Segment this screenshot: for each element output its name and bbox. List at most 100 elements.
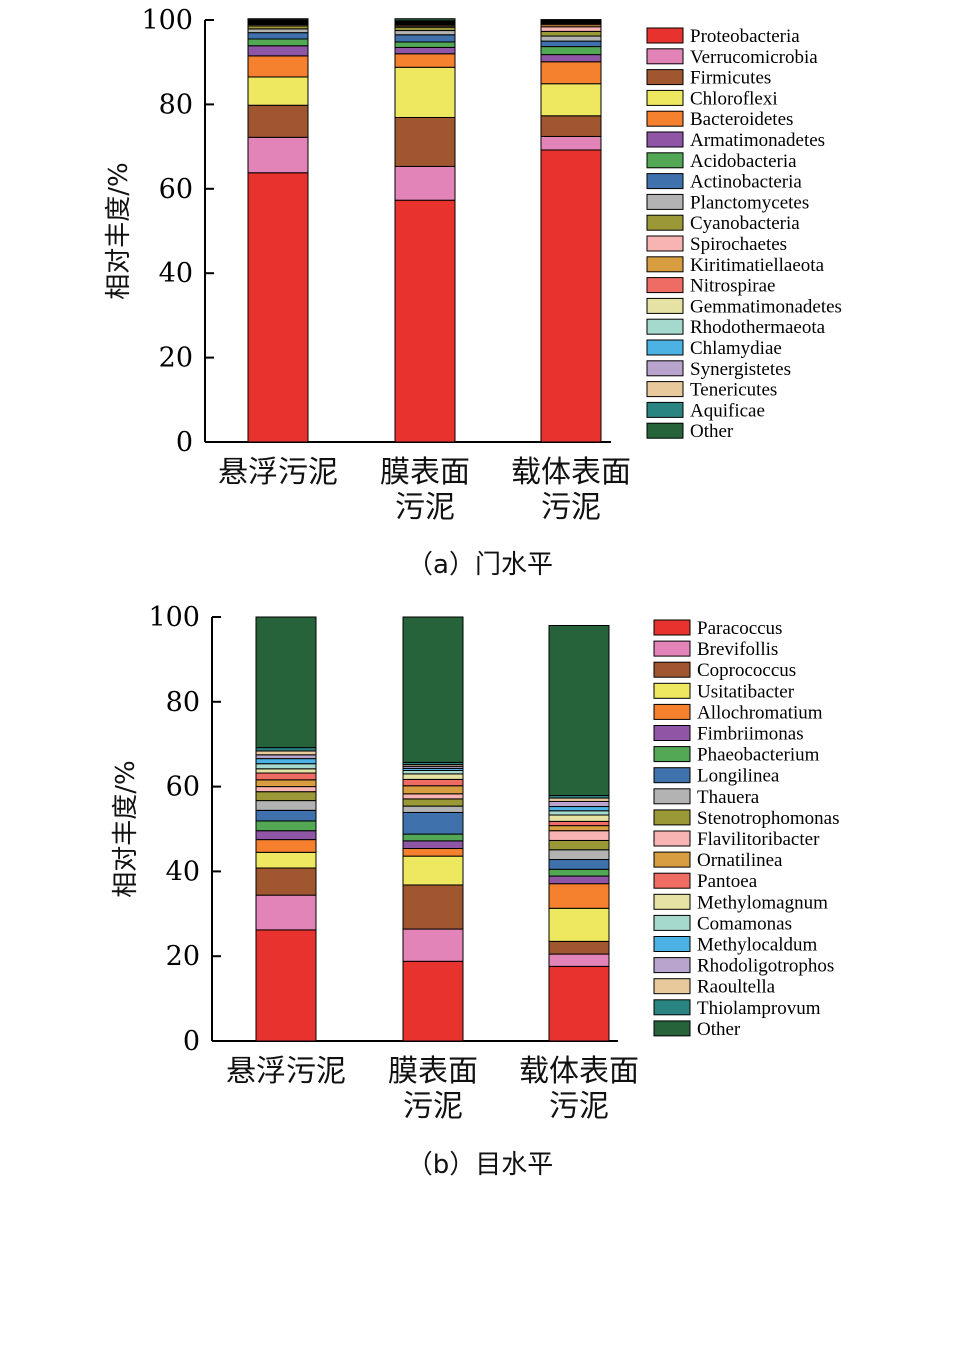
bar-segment <box>402 778 464 787</box>
legend-swatch <box>653 619 691 636</box>
bar-segment <box>540 115 602 137</box>
legend-swatch <box>653 809 691 826</box>
legend-label: Stenotrophomonas <box>697 808 840 829</box>
legend-label: Flavilitoribacter <box>697 829 820 850</box>
legend-swatch <box>646 360 684 377</box>
bar-segment <box>540 19 602 21</box>
bar-segment <box>548 820 610 827</box>
bar-segment <box>402 616 464 763</box>
bar-segment <box>402 855 464 886</box>
bar-segment <box>540 149 602 443</box>
x-category-label: 污泥 <box>549 1089 609 1124</box>
bar-segment <box>540 46 602 56</box>
legend-swatch <box>653 914 691 931</box>
y-tick-label: 60 <box>159 174 193 205</box>
x-category-label: 污泥 <box>541 490 601 525</box>
bar-segment <box>548 875 610 885</box>
y-tick-label: 40 <box>159 258 193 289</box>
bar-segment <box>402 833 464 842</box>
bar-segment <box>255 800 317 811</box>
legend-swatch <box>646 318 684 335</box>
bar-segment <box>402 793 464 800</box>
legend-label: Rhodothermaeota <box>690 317 826 338</box>
bar-segment <box>402 785 464 795</box>
bar-segment <box>394 46 456 55</box>
x-category-label: 膜表面 <box>380 455 470 490</box>
bar-segment <box>540 54 602 63</box>
legend-swatch <box>653 661 691 678</box>
legend-swatch <box>646 131 684 148</box>
bar-segment <box>394 26 456 32</box>
bar-segment <box>540 83 602 117</box>
bar-segment <box>255 747 317 752</box>
legend-swatch <box>646 152 684 169</box>
legend-label: Kiritimatiellaeota <box>690 255 825 276</box>
legend-label: Synergistetes <box>690 359 791 380</box>
legend-label: Tenericutes <box>690 380 777 401</box>
bar-segment <box>255 791 317 802</box>
bar-segment <box>402 928 464 962</box>
legend-label: Longilinea <box>697 766 780 787</box>
legend-swatch <box>646 48 684 65</box>
legend-swatch <box>653 1020 691 1037</box>
bar-segment <box>394 116 456 167</box>
legend-label: Paracoccus <box>697 618 782 639</box>
bar-segment <box>548 806 610 812</box>
bar-segment <box>255 851 317 869</box>
legend-label: Verrucomicrobia <box>690 47 818 68</box>
bar-segment <box>255 754 317 760</box>
legend-swatch <box>646 193 684 210</box>
legend-label: Other <box>690 421 734 442</box>
bar-segment <box>394 199 456 443</box>
legend-label: Gemmatimonadetes <box>690 296 842 317</box>
bar-segment <box>540 40 602 48</box>
y-tick-label: 20 <box>166 941 200 972</box>
legend-label: Methylocaldum <box>697 935 818 956</box>
bar-segment <box>255 772 317 781</box>
bar-segment <box>394 53 456 68</box>
bar-segment <box>394 18 456 22</box>
bar-segment <box>394 34 456 43</box>
bar-segment <box>255 839 317 853</box>
bar-segment <box>247 18 309 21</box>
y-tick-label: 60 <box>166 772 200 803</box>
bar-segment <box>548 940 610 955</box>
legend-label: Armatimonadetes <box>690 130 825 151</box>
bar-segment <box>548 825 610 832</box>
legend-label: Fimbriimonas <box>697 724 804 745</box>
bar-segment <box>255 758 317 765</box>
bar-segment <box>402 798 464 807</box>
legend-swatch <box>653 999 691 1016</box>
bar-segment <box>247 76 309 106</box>
legend-swatch <box>653 767 691 784</box>
legend-label: Firmicutes <box>690 68 771 89</box>
legend-swatch <box>646 422 684 439</box>
legend-label: Phaeobacterium <box>697 745 820 766</box>
x-category-label: 污泥 <box>395 490 455 525</box>
legend-swatch <box>646 110 684 127</box>
legend-swatch <box>653 640 691 657</box>
bar-segment <box>540 61 602 85</box>
y-tick-label: 0 <box>183 1026 200 1057</box>
y-tick-label: 100 <box>141 5 193 36</box>
legend-label: Aquificae <box>690 400 765 421</box>
legend-swatch <box>646 401 684 418</box>
legend-label: Pantoea <box>697 871 758 892</box>
x-category-label: 污泥 <box>403 1089 463 1124</box>
legend-swatch <box>646 27 684 44</box>
bar-segment <box>402 884 464 930</box>
bar-segment <box>247 28 309 34</box>
legend-label: Proteobacteria <box>690 26 800 47</box>
bar-segment <box>548 797 610 802</box>
bar-segment <box>247 45 309 57</box>
legend-label: Coprococcus <box>697 660 796 681</box>
bar-segment <box>255 830 317 841</box>
bar-segment <box>402 848 464 857</box>
legend-swatch <box>646 89 684 106</box>
bar-segment <box>247 136 309 174</box>
legend-label: Usitatibacter <box>697 681 795 702</box>
bar-segment <box>540 135 602 151</box>
